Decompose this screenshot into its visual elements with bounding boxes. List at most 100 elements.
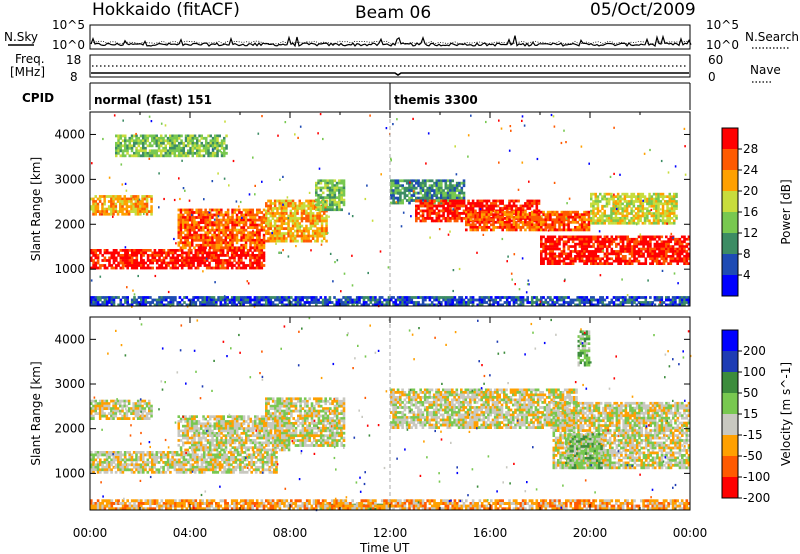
scatter-cell xyxy=(660,257,664,261)
scatter-cell xyxy=(150,212,153,216)
scatter-cell xyxy=(117,151,120,155)
scatter-cell xyxy=(132,195,135,198)
scatter-cell xyxy=(655,245,659,248)
scatter-cell xyxy=(242,264,245,267)
scatter-cell xyxy=(210,251,214,255)
scatter-cell xyxy=(289,219,293,223)
scatter-cell xyxy=(655,219,658,223)
scatter-cell xyxy=(510,210,514,214)
scatter-cell xyxy=(90,298,93,302)
scatter-cell xyxy=(255,254,259,257)
scatter-cell xyxy=(603,204,606,208)
scatter-cell xyxy=(549,298,552,302)
scatter-cell xyxy=(344,296,348,299)
scatter-cell xyxy=(101,264,104,267)
scatter-cell xyxy=(96,256,100,260)
scatter-cell xyxy=(494,210,498,214)
scatter-cell xyxy=(324,303,327,307)
scatter-cell xyxy=(615,257,618,261)
scatter-cell xyxy=(590,195,593,198)
scatter-cell xyxy=(367,296,370,299)
scatter-region xyxy=(90,296,691,307)
scatter-cell xyxy=(158,301,161,304)
scatter-cell xyxy=(176,259,179,262)
scatter-cell xyxy=(433,191,436,195)
scatter-cell xyxy=(186,243,189,247)
scatter-cell xyxy=(421,179,425,183)
scatter-cell xyxy=(103,200,106,203)
scatter-cell xyxy=(596,235,600,239)
scatter-cell xyxy=(276,207,279,210)
scatter-cell xyxy=(344,301,348,304)
scatter-cell xyxy=(637,197,640,201)
scatter-cell xyxy=(338,189,341,192)
scatter-cell xyxy=(140,298,143,302)
scatter-cell xyxy=(285,227,288,230)
scatter-cell xyxy=(628,202,631,206)
scatter-cell xyxy=(162,136,165,140)
scatter-cell xyxy=(528,199,532,203)
scatter-cell xyxy=(194,256,198,260)
scatter-cell xyxy=(280,303,284,307)
scatter-cell xyxy=(340,191,343,195)
scatter-cell xyxy=(128,261,132,265)
scatter-cell xyxy=(107,205,111,208)
scatter-cell xyxy=(190,266,193,270)
scatter-cell xyxy=(465,228,468,232)
scatter-cell xyxy=(505,215,509,219)
scatter-cell xyxy=(228,261,232,265)
scatter-cell xyxy=(626,250,629,253)
scatter-cell xyxy=(203,261,207,265)
scatter-cell xyxy=(553,240,557,244)
scatter-cell xyxy=(674,301,677,304)
scatter-cell xyxy=(309,207,313,210)
scatter-cell xyxy=(258,241,261,245)
scatter-cell xyxy=(567,235,570,239)
speckle-point xyxy=(112,215,114,218)
scatter-cell xyxy=(115,141,118,145)
scatter-cell xyxy=(165,251,168,255)
scatter-cell xyxy=(316,232,319,235)
scatter-cell xyxy=(192,303,195,307)
scatter-cell xyxy=(449,296,452,299)
scatter-cell xyxy=(608,245,611,248)
scatter-cell xyxy=(302,232,306,235)
scatter-cell xyxy=(449,298,452,302)
scatter-cell xyxy=(430,303,434,307)
scatter-cell xyxy=(616,207,620,210)
scatter-cell xyxy=(419,209,423,213)
scatter-cell xyxy=(105,195,109,198)
scatter-cell xyxy=(258,264,261,267)
speckle-point xyxy=(566,202,568,205)
scatter-cell xyxy=(590,252,593,256)
scatter-cell xyxy=(612,252,616,256)
scatter-cell xyxy=(160,141,163,145)
scatter-cell xyxy=(197,221,201,224)
scatter-cell xyxy=(544,247,548,251)
scatter-cell xyxy=(238,216,241,219)
scatter-cell xyxy=(226,266,229,270)
scatter-cell xyxy=(601,207,604,210)
scatter-cell xyxy=(549,240,552,244)
scatter-cell xyxy=(424,303,427,307)
scatter-cell xyxy=(289,227,293,230)
scatter-cell xyxy=(342,193,346,197)
speckle-point xyxy=(366,184,368,187)
scatter-cell xyxy=(437,199,441,202)
scatter-cell xyxy=(196,154,199,158)
scatter-cell xyxy=(278,229,281,233)
scatter-cell xyxy=(371,298,375,302)
scatter-cell xyxy=(197,211,201,214)
scatter-cell xyxy=(678,237,682,241)
scatter-cell xyxy=(415,212,418,215)
scatter-cell xyxy=(651,301,654,304)
scatter-cell xyxy=(132,207,135,211)
scatter-cell xyxy=(180,266,184,270)
scatter-cell xyxy=(203,259,207,262)
scatter-cell xyxy=(273,207,277,210)
scatter-cell xyxy=(594,212,597,215)
scatter-cell xyxy=(421,189,425,192)
scatter-cell xyxy=(546,235,550,239)
scatter-cell xyxy=(331,181,334,185)
scatter-cell xyxy=(160,264,164,267)
